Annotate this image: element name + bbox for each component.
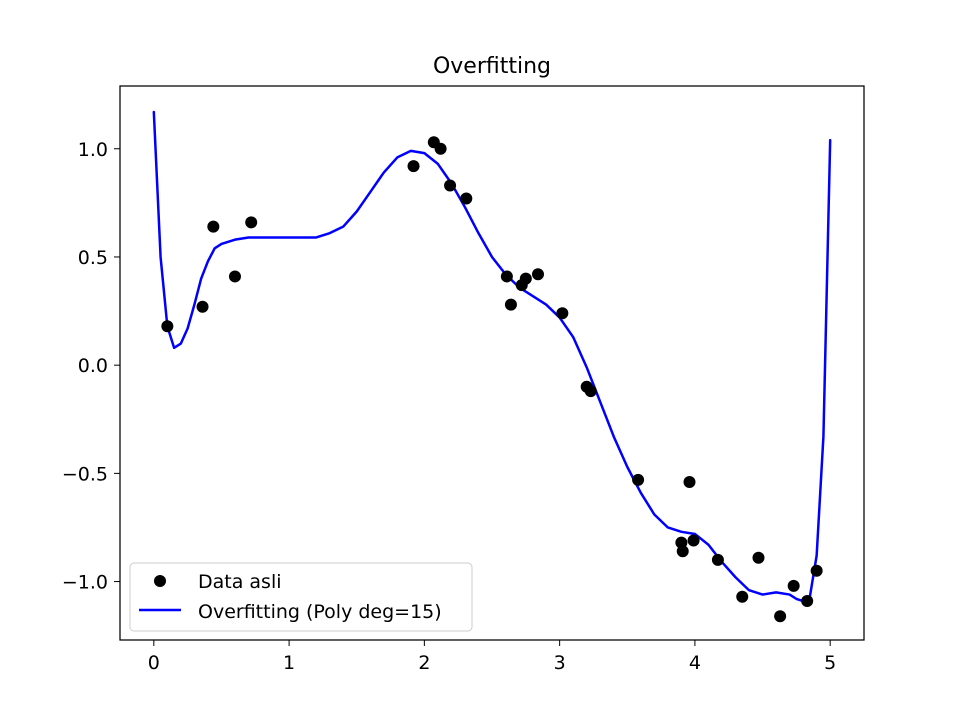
x-tick-label: 4 bbox=[689, 652, 701, 674]
data-point bbox=[810, 564, 823, 577]
data-point bbox=[444, 179, 457, 192]
plot-area-frame bbox=[119, 85, 865, 641]
y-tick-label: 0.5 bbox=[78, 247, 108, 269]
data-point bbox=[584, 385, 597, 398]
data-point bbox=[632, 473, 645, 486]
data-point bbox=[752, 551, 765, 564]
legend-scatter-marker bbox=[154, 575, 166, 587]
y-axis: −1.0 −0.5 0.0 0.5 1.0 bbox=[62, 139, 120, 594]
chart-title: Overfitting bbox=[433, 54, 551, 79]
data-point bbox=[556, 307, 569, 320]
y-tick-label: −1.0 bbox=[62, 572, 108, 594]
data-point bbox=[711, 553, 724, 566]
x-tick-label: 3 bbox=[554, 652, 566, 674]
data-point bbox=[407, 160, 420, 173]
data-point bbox=[787, 579, 800, 592]
data-point bbox=[504, 298, 517, 311]
y-tick-label: 0.0 bbox=[78, 355, 108, 377]
data-point bbox=[161, 320, 174, 333]
data-point bbox=[801, 595, 814, 608]
x-tick-label: 5 bbox=[824, 652, 836, 674]
marks-layer bbox=[152, 110, 832, 623]
data-point bbox=[736, 590, 749, 603]
data-point bbox=[531, 268, 544, 281]
y-tick-label: −0.5 bbox=[62, 463, 108, 485]
data-point bbox=[774, 610, 787, 623]
legend-label-overfitting: Overfitting (Poly deg=15) bbox=[198, 601, 442, 623]
x-tick-label: 1 bbox=[283, 652, 295, 674]
data-point bbox=[228, 270, 241, 283]
data-point bbox=[207, 220, 220, 233]
legend-label-data-asli: Data asli bbox=[198, 571, 282, 593]
x-tick-label: 0 bbox=[148, 652, 160, 674]
x-axis: 0 1 2 3 4 5 bbox=[148, 640, 836, 674]
data-point bbox=[676, 545, 689, 558]
data-point bbox=[434, 142, 447, 155]
legend: Data asli Overfitting (Poly deg=15) bbox=[129, 562, 473, 632]
data-point bbox=[500, 270, 513, 283]
data-point bbox=[683, 476, 696, 489]
data-point bbox=[687, 534, 700, 547]
data-point bbox=[245, 216, 258, 229]
series-line-overfitting bbox=[152, 110, 832, 603]
y-tick-label: 1.0 bbox=[78, 139, 108, 161]
data-point bbox=[519, 272, 532, 285]
legend-box bbox=[129, 562, 473, 632]
x-tick-label: 2 bbox=[418, 652, 430, 674]
data-point bbox=[196, 300, 209, 313]
data-point bbox=[460, 192, 473, 205]
